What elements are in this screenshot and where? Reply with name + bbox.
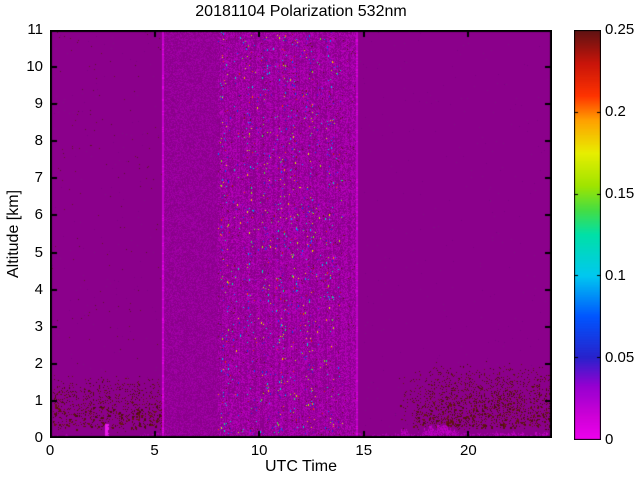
- colorbar-tick-label: 0.2: [605, 103, 626, 120]
- y-tick-label: 7: [34, 169, 43, 187]
- y-tick-label: 3: [34, 317, 43, 335]
- x-tick-label: 10: [250, 442, 268, 459]
- colorbar-tick-label: 0.1: [605, 267, 626, 284]
- y-tick-label: 10: [26, 58, 43, 76]
- x-tick-label: 5: [150, 442, 159, 459]
- y-tick-label: 0: [34, 429, 43, 446]
- y-tick-label: 8: [34, 132, 43, 150]
- x-axis-label: UTC Time: [265, 458, 337, 475]
- x-tick-label: 20: [459, 442, 477, 459]
- y-tick-label: 11: [27, 21, 43, 38]
- x-tick-label: 15: [355, 442, 373, 459]
- y-tick-label: 4: [34, 280, 43, 298]
- heatmap-canvas: [50, 30, 552, 438]
- y-axis-label: Altitude [km]: [5, 189, 22, 279]
- chart-title: 20181104 Polarization 532nm: [195, 3, 407, 20]
- x-tick-label: 0: [45, 442, 55, 459]
- y-tick-label: 1: [34, 391, 43, 409]
- y-tick-label: 2: [34, 354, 43, 372]
- colorbar-tick-label: 0.05: [605, 349, 635, 366]
- colorbar-canvas: [574, 30, 601, 440]
- colorbar-tick-label: 0: [605, 431, 614, 448]
- colorbar-tick-label: 0.25: [605, 21, 635, 38]
- y-tick-label: 9: [34, 95, 43, 113]
- colorbar-tick-label: 0.15: [605, 185, 635, 202]
